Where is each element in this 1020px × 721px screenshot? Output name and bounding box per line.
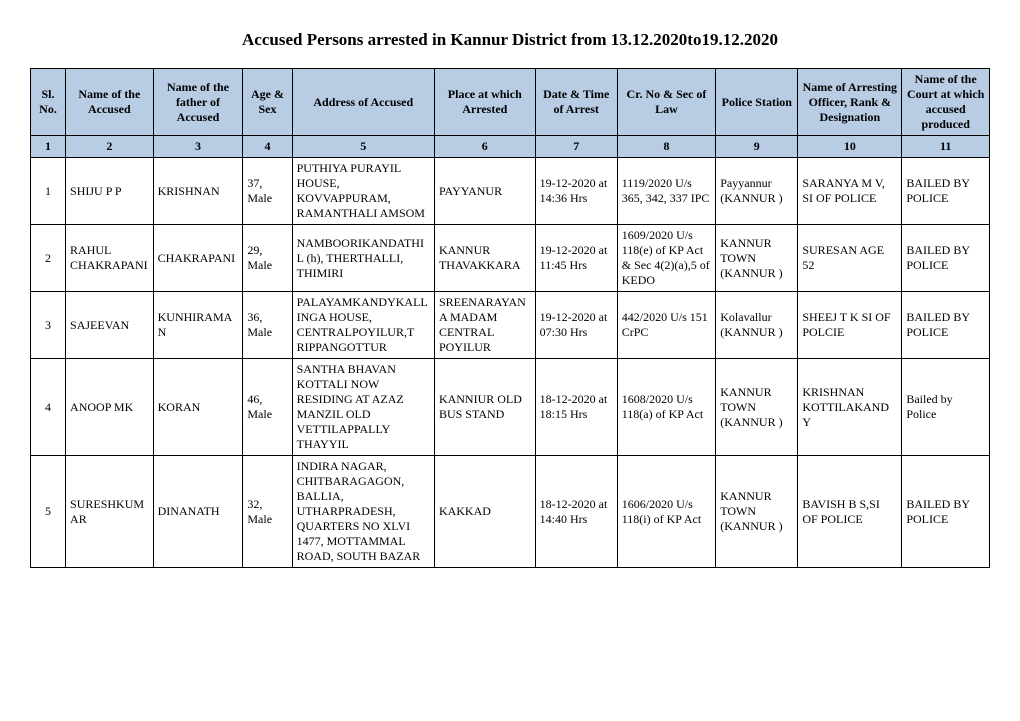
cell-age: 36, Male [243,292,292,359]
cell-place: KANNIUR OLD BUS STAND [434,359,535,456]
cell-age: 29, Male [243,225,292,292]
cell-datetime: 18-12-2020 at 18:15 Hrs [535,359,617,456]
cell-officer: SARANYA M V, SI OF POLICE [798,158,902,225]
arrests-table: Sl. No. Name of the Accused Name of the … [30,68,990,568]
table-body: 1 2 3 4 5 6 7 8 9 10 11 1 SHIJU P P KRIS… [31,136,990,568]
cell-station: KANNUR TOWN (KANNUR ) [716,225,798,292]
cell-officer: KRISHNAN KOTTILAKANDY [798,359,902,456]
cell-datetime: 19-12-2020 at 11:45 Hrs [535,225,617,292]
cell-age: 32, Male [243,456,292,568]
table-row: 4 ANOOP MK KORAN 46, Male SANTHA BHAVAN … [31,359,990,456]
cell-address: SANTHA BHAVAN KOTTALI NOW RESIDING AT AZ… [292,359,434,456]
col-header-name: Name of the Accused [66,69,154,136]
cell-father: KUNHIRAMAN [153,292,243,359]
cell-age: 46, Male [243,359,292,456]
cell-sl: 1 [31,158,66,225]
cell-station: KANNUR TOWN (KANNUR ) [716,456,798,568]
cell-datetime: 19-12-2020 at 14:36 Hrs [535,158,617,225]
cell-name: SAJEEVAN [66,292,154,359]
cell-court: BAILED BY POLICE [902,292,990,359]
cell-address: NAMBOORIKANDATHIL (h), THERTHALLI, THIMI… [292,225,434,292]
cell-station: Kolavallur (KANNUR ) [716,292,798,359]
colnum: 6 [434,136,535,158]
cell-address: PUTHIYA PURAYIL HOUSE, KOVVAPPURAM, RAMA… [292,158,434,225]
colnum: 1 [31,136,66,158]
col-header-station: Police Station [716,69,798,136]
page-title: Accused Persons arrested in Kannur Distr… [30,30,990,50]
cell-datetime: 18-12-2020 at 14:40 Hrs [535,456,617,568]
cell-sl: 3 [31,292,66,359]
cell-court: BAILED BY POLICE [902,158,990,225]
col-header-datetime: Date & Time of Arrest [535,69,617,136]
cell-place: PAYYANUR [434,158,535,225]
cell-sl: 2 [31,225,66,292]
cell-officer: SHEEJ T K SI OF POLCIE [798,292,902,359]
cell-age: 37, Male [243,158,292,225]
cell-datetime: 19-12-2020 at 07:30 Hrs [535,292,617,359]
header-row: Sl. No. Name of the Accused Name of the … [31,69,990,136]
cell-father: DINANATH [153,456,243,568]
cell-crno: 1606/2020 U/s 118(i) of KP Act [617,456,716,568]
table-row: 1 SHIJU P P KRISHNAN 37, Male PUTHIYA PU… [31,158,990,225]
colnum: 4 [243,136,292,158]
colnum: 11 [902,136,990,158]
cell-crno: 442/2020 U/s 151 CrPC [617,292,716,359]
cell-place: KAKKAD [434,456,535,568]
cell-sl: 4 [31,359,66,456]
colnum: 3 [153,136,243,158]
cell-sl: 5 [31,456,66,568]
cell-name: SURESHKUMAR [66,456,154,568]
col-header-place: Place at which Arrested [434,69,535,136]
colnum: 9 [716,136,798,158]
colnum: 5 [292,136,434,158]
colnum: 8 [617,136,716,158]
col-header-slno: Sl. No. [31,69,66,136]
cell-station: KANNUR TOWN (KANNUR ) [716,359,798,456]
cell-place: KANNUR THAVAKKARA [434,225,535,292]
cell-father: KRISHNAN [153,158,243,225]
colnum: 10 [798,136,902,158]
cell-address: INDIRA NAGAR, CHITBARAGAGON, BALLIA, UTH… [292,456,434,568]
cell-officer: BAVISH B S,SI OF POLICE [798,456,902,568]
table-row: 2 RAHUL CHAKRAPANI CHAKRAPANI 29, Male N… [31,225,990,292]
cell-name: RAHUL CHAKRAPANI [66,225,154,292]
cell-crno: 1119/2020 U/s 365, 342, 337 IPC [617,158,716,225]
cell-name: SHIJU P P [66,158,154,225]
col-header-crno: Cr. No & Sec of Law [617,69,716,136]
column-number-row: 1 2 3 4 5 6 7 8 9 10 11 [31,136,990,158]
cell-father: CHAKRAPANI [153,225,243,292]
table-row: 3 SAJEEVAN KUNHIRAMAN 36, Male PALAYAMKA… [31,292,990,359]
col-header-officer: Name of Arresting Officer, Rank & Design… [798,69,902,136]
colnum: 2 [66,136,154,158]
cell-address: PALAYAMKANDYKALLINGA HOUSE, CENTRALPOYIL… [292,292,434,359]
col-header-father: Name of the father of Accused [153,69,243,136]
cell-father: KORAN [153,359,243,456]
cell-court: BAILED BY POLICE [902,225,990,292]
col-header-address: Address of Accused [292,69,434,136]
col-header-age: Age & Sex [243,69,292,136]
cell-officer: SURESAN AGE 52 [798,225,902,292]
cell-court: BAILED BY POLICE [902,456,990,568]
cell-name: ANOOP MK [66,359,154,456]
cell-crno: 1609/2020 U/s 118(e) of KP Act & Sec 4(2… [617,225,716,292]
table-row: 5 SURESHKUMAR DINANATH 32, Male INDIRA N… [31,456,990,568]
cell-crno: 1608/2020 U/s 118(a) of KP Act [617,359,716,456]
cell-station: Payyannur (KANNUR ) [716,158,798,225]
cell-court: Bailed by Police [902,359,990,456]
cell-place: SREENARAYANA MADAM CENTRAL POYILUR [434,292,535,359]
colnum: 7 [535,136,617,158]
col-header-court: Name of the Court at which accused produ… [902,69,990,136]
